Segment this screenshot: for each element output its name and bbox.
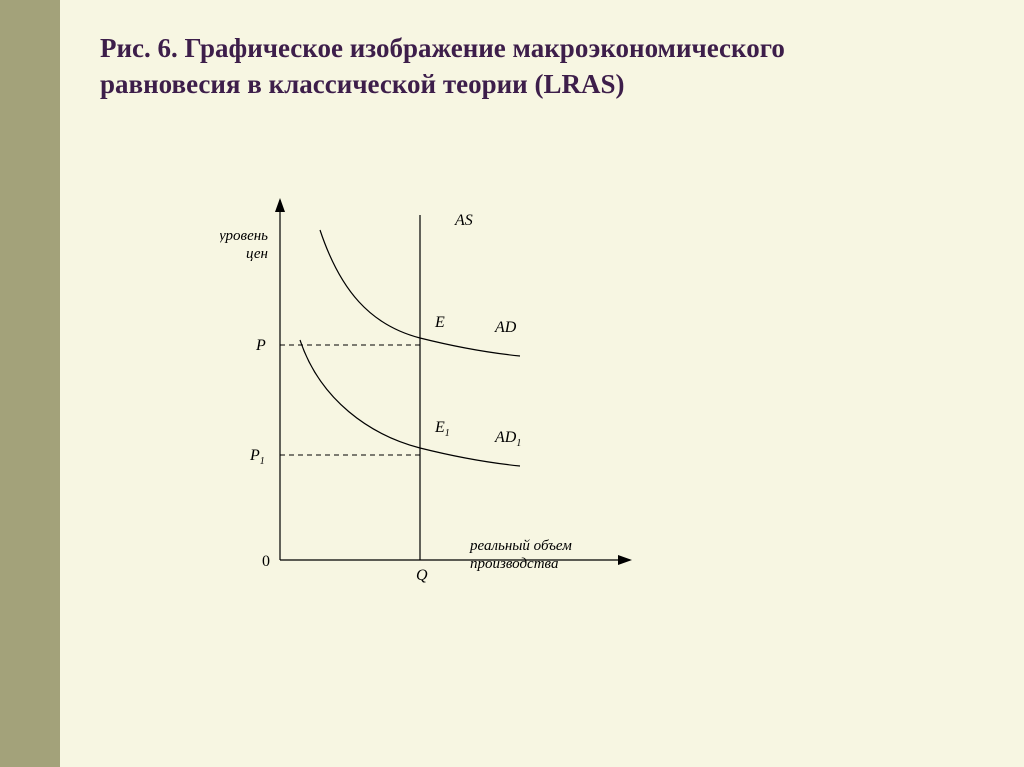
svg-text:AS: AS — [454, 212, 473, 229]
sidebar-decoration — [0, 0, 60, 767]
svg-text:цен: цен — [246, 246, 268, 262]
chart-svg: уровень цен реальный объем производства 0 AS A… — [220, 180, 660, 610]
svg-text:AD1: AD1 — [494, 429, 521, 449]
svg-text:Q: Q — [416, 567, 428, 584]
svg-text:AD: AD — [494, 319, 517, 336]
svg-text:E1: E1 — [434, 419, 450, 439]
svg-text:E: E — [434, 314, 445, 331]
svg-text:P1: P1 — [249, 447, 265, 467]
svg-text:уровень: уровень — [220, 228, 268, 244]
figure-title: Рис. 6. Графическое изображение макроэко… — [100, 30, 920, 103]
svg-text:P: P — [255, 337, 266, 354]
lras-chart: уровень цен реальный объем производства 0 AS A… — [220, 180, 660, 610]
svg-text:реальный объем: реальный объем — [469, 538, 572, 554]
svg-text:0: 0 — [262, 553, 270, 570]
svg-text:производства: производства — [470, 556, 558, 572]
